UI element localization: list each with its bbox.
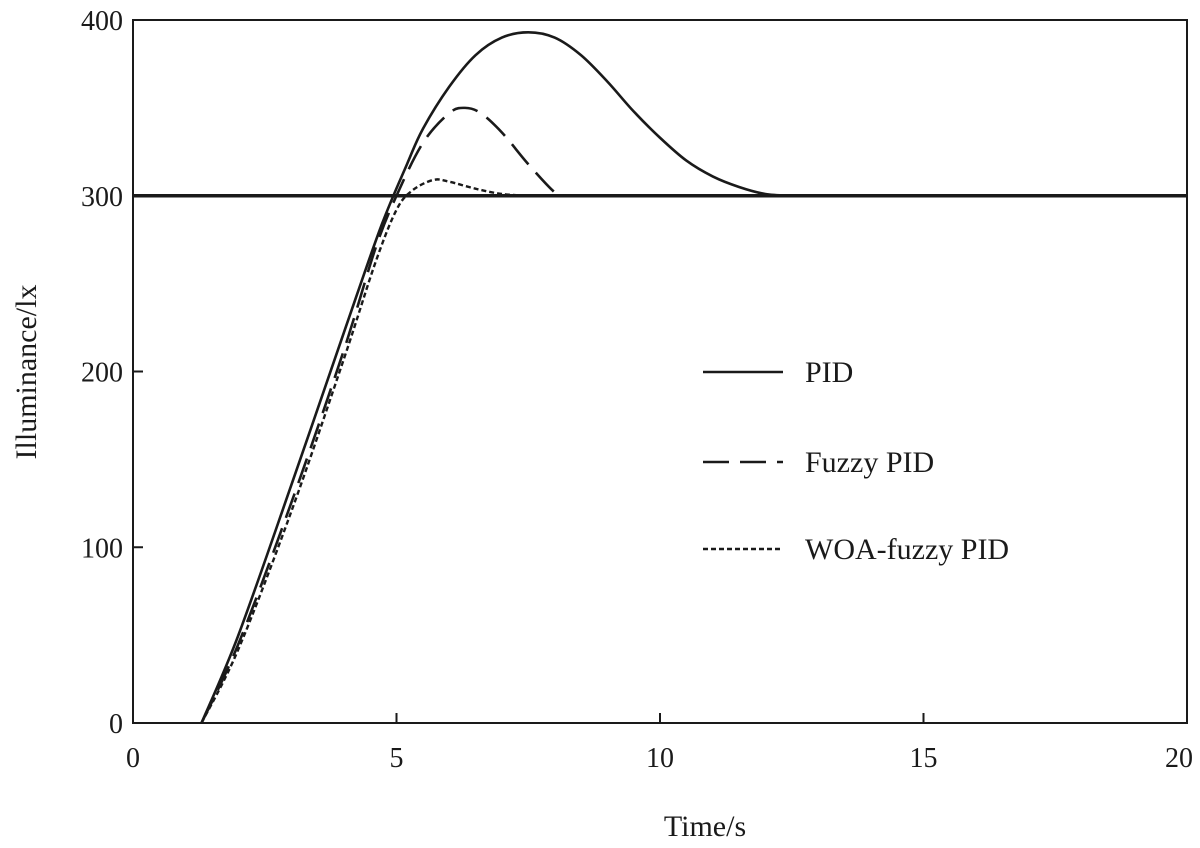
- series-line-fuzzy-pid: [202, 108, 566, 723]
- y-tick-label: 0: [109, 709, 123, 740]
- x-tick-label: 20: [1165, 743, 1193, 774]
- y-tick-label: 400: [81, 6, 123, 37]
- legend-label: Fuzzy PID: [805, 446, 934, 479]
- x-tick-label: 15: [910, 743, 938, 774]
- y-axis-label: Illuminance/lx: [10, 285, 43, 460]
- x-tick-label: 10: [646, 743, 674, 774]
- series-layer: [202, 32, 792, 723]
- series-line-pid: [202, 32, 792, 723]
- legend-label: PID: [805, 356, 853, 389]
- series-line-woa-fuzzy-pid: [202, 179, 529, 723]
- x-axis-label: Time/s: [664, 810, 746, 843]
- plot-frame: [133, 20, 1187, 723]
- y-tick-label: 100: [81, 533, 123, 564]
- x-tick-label: 5: [390, 743, 404, 774]
- y-tick-label: 200: [81, 358, 123, 389]
- plot-border: [133, 20, 1187, 723]
- legend-label: WOA-fuzzy PID: [805, 533, 1009, 566]
- x-tick-label: 0: [126, 743, 140, 774]
- legend: PID Fuzzy PID WOA-fuzzy PID: [703, 356, 1009, 566]
- y-tick-label: 300: [81, 182, 123, 213]
